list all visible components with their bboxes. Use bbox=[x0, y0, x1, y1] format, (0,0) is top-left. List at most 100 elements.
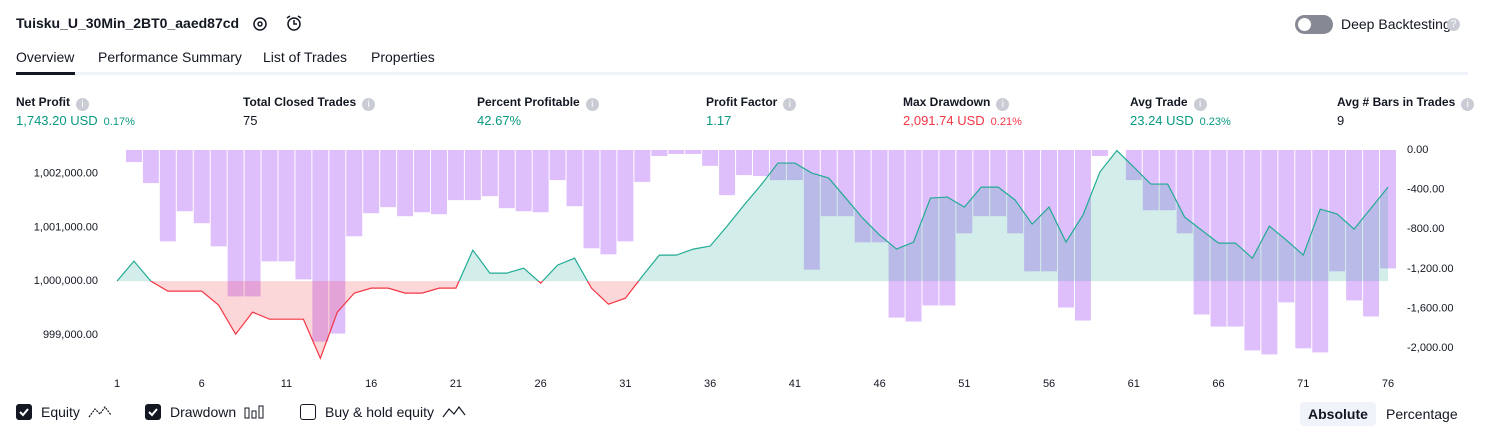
info-icon[interactable]: i bbox=[1461, 98, 1475, 111]
drawdown-bar bbox=[617, 150, 634, 242]
drawdown-bar bbox=[125, 150, 142, 163]
stat-label: Percent Profitable bbox=[477, 95, 580, 109]
equity-line bbox=[116, 149, 1389, 360]
y2-tick-label: 0.00 bbox=[1407, 144, 1428, 156]
checkbox-box[interactable] bbox=[145, 404, 161, 420]
x-tick-label: 16 bbox=[365, 378, 377, 390]
drawdown-bar bbox=[227, 150, 244, 297]
stat-label-row: Max Drawdown i bbox=[903, 94, 1010, 111]
info-icon[interactable]: i bbox=[585, 98, 599, 111]
drawdown-bar bbox=[447, 150, 464, 201]
header-icons[interactable] bbox=[251, 14, 311, 34]
drawdown-bar bbox=[1227, 150, 1244, 327]
stat-value-row: 1.17 bbox=[706, 113, 731, 128]
drawdown-bar bbox=[464, 150, 481, 201]
x-tick-label: 61 bbox=[1128, 378, 1140, 390]
toggle-label: Deep Backtesting bbox=[1341, 16, 1451, 32]
stat-value-row: 2,091.74 USD 0.21% bbox=[903, 113, 1022, 128]
drawdown-bar bbox=[600, 150, 617, 255]
stat-label: Max Drawdown bbox=[903, 95, 991, 109]
drawdown-bar bbox=[1210, 150, 1227, 327]
y2-tick-label: -1,200.00 bbox=[1407, 263, 1453, 275]
stat-label-row: Total Closed Trades i bbox=[243, 94, 376, 111]
stat-label: Avg # Bars in Trades bbox=[1337, 95, 1456, 109]
stat-value-row: 23.24 USD 0.23% bbox=[1130, 113, 1231, 128]
drawdown-bar bbox=[1058, 150, 1074, 308]
stat-label-row: Profit Factor i bbox=[706, 94, 797, 111]
drawdown-bar bbox=[261, 150, 278, 262]
checkbox-label: Drawdown bbox=[170, 404, 237, 420]
stat-label-row: Avg Trade i bbox=[1130, 94, 1207, 111]
drawdown-bar bbox=[346, 150, 363, 237]
drawdown-bar bbox=[363, 150, 380, 214]
legend-icon bbox=[442, 405, 466, 422]
drawdown-bar bbox=[498, 150, 515, 209]
stat-value: 9 bbox=[1337, 113, 1345, 128]
checkbox-box[interactable] bbox=[16, 404, 32, 420]
drawdown-bar bbox=[1295, 150, 1312, 349]
drawdown-bar bbox=[549, 150, 566, 181]
info-icon[interactable]: i bbox=[996, 98, 1010, 111]
drawdown-bar bbox=[685, 150, 702, 154]
y2-tick-label: -800.00 bbox=[1407, 223, 1444, 235]
info-icon[interactable]: i bbox=[76, 98, 89, 111]
stat-label: Avg Trade bbox=[1130, 95, 1188, 109]
chart: 999,000.00 1,000,000.00 1,001,000.00 1,002,… bbox=[34, 144, 1454, 390]
y-tick-label: 1,002,000.00 bbox=[34, 168, 98, 180]
y-tick-label: 999,000.00 bbox=[43, 329, 98, 341]
stat-label: Total Closed Trades bbox=[243, 95, 357, 109]
checkbox[interactable]: Buy & hold equity bbox=[300, 404, 466, 422]
drawdown-bar bbox=[651, 150, 668, 157]
x-tick-label: 31 bbox=[619, 378, 631, 390]
drawdown-bar bbox=[719, 150, 736, 196]
y2-tick-label: -400.00 bbox=[1407, 184, 1444, 196]
info-icon[interactable]: i bbox=[783, 98, 797, 111]
stat-value: 75 bbox=[243, 113, 258, 128]
checkbox[interactable]: Equity bbox=[16, 404, 112, 422]
y2-tick-label: -2,000.00 bbox=[1407, 342, 1453, 354]
stat-label: Profit Factor bbox=[706, 95, 778, 109]
drawdown-bar bbox=[566, 150, 583, 207]
info-icon[interactable]: i bbox=[1193, 98, 1207, 111]
drawdown-bar bbox=[244, 150, 261, 297]
x-tick-label: 46 bbox=[873, 378, 885, 390]
drawdown-bar bbox=[397, 150, 414, 217]
info-icon[interactable]: i bbox=[362, 98, 376, 111]
x-tick-label: 56 bbox=[1043, 378, 1055, 390]
help-icon[interactable]: ? bbox=[1447, 18, 1460, 31]
toggle-button[interactable]: Absolute bbox=[1300, 402, 1376, 426]
stat-percent: 0.17% bbox=[103, 116, 135, 128]
checkbox-box[interactable] bbox=[300, 404, 316, 420]
drawdown-bar bbox=[481, 150, 498, 197]
stat-value: 1.17 bbox=[706, 113, 732, 128]
toggle[interactable] bbox=[1295, 15, 1333, 34]
x-tick-label: 71 bbox=[1297, 378, 1309, 390]
stat-label-row: Percent Profitable i bbox=[477, 94, 599, 111]
stat-value-row: 1,743.20 USD 0.17% bbox=[16, 113, 135, 128]
checkbox-label: Buy & hold equity bbox=[325, 404, 434, 420]
drawdown-bar bbox=[753, 150, 769, 177]
drawdown-bar bbox=[583, 150, 600, 249]
tab[interactable]: List of Trades bbox=[263, 49, 348, 65]
drawdown-bar bbox=[295, 150, 312, 280]
drawdown-bar bbox=[736, 150, 752, 176]
drawdown-bar bbox=[380, 150, 397, 208]
checkbox[interactable]: Drawdown bbox=[145, 404, 264, 422]
tab[interactable]: Properties bbox=[371, 49, 435, 65]
stat-value: 2,091.74 USD bbox=[903, 113, 985, 128]
stat-value: 42.67% bbox=[477, 113, 522, 128]
drawdown-bar bbox=[532, 150, 549, 213]
toggle-button[interactable]: Percentage bbox=[1386, 406, 1458, 422]
tab-indicator bbox=[16, 72, 75, 75]
x-tick-label: 76 bbox=[1382, 378, 1394, 390]
stat-value: 23.24 USD bbox=[1130, 113, 1194, 128]
x-tick-label: 51 bbox=[958, 378, 970, 390]
x-tick-label: 26 bbox=[535, 378, 547, 390]
tab[interactable]: Overview bbox=[16, 49, 75, 65]
stat-percent: 0.23% bbox=[1199, 116, 1231, 128]
x-tick-label: 11 bbox=[281, 378, 292, 390]
drawdown-bar bbox=[159, 150, 176, 242]
drawdown-bar bbox=[634, 150, 651, 182]
tab[interactable]: Performance Summary bbox=[98, 49, 242, 65]
